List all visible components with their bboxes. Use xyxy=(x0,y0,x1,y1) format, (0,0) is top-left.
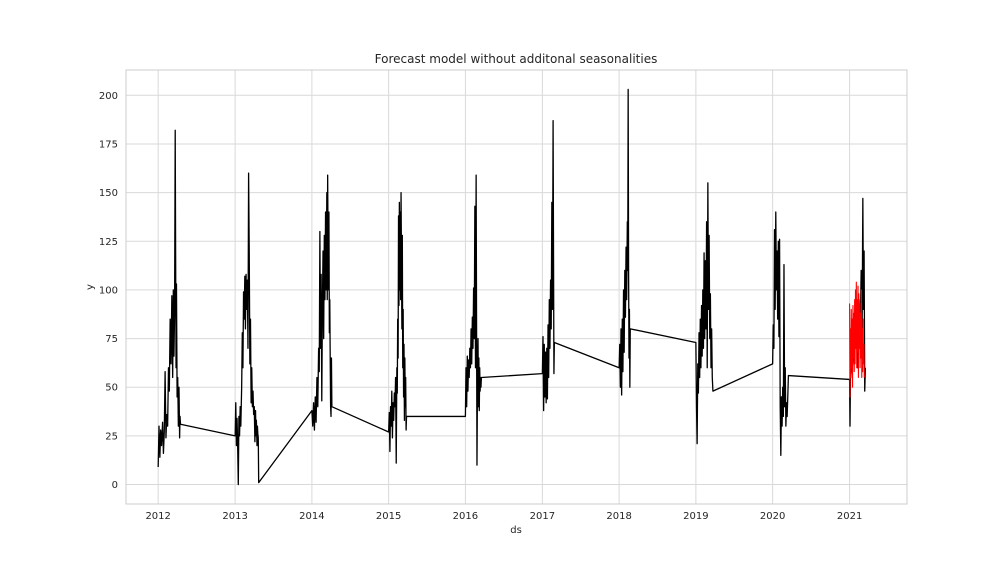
series-line-forecast xyxy=(849,281,865,398)
y-axis-label: y xyxy=(85,284,96,290)
x-axis-ticks: 2012 2013 2014 2015 2016 2017 2018 2019 2020 2021 xyxy=(145,511,862,522)
y-tick-label: 100 xyxy=(99,285,118,296)
x-tick-label: 2019 xyxy=(683,511,708,522)
x-tick-label: 2020 xyxy=(760,511,785,522)
y-tick-label: 200 xyxy=(99,91,118,102)
grid xyxy=(126,70,907,504)
x-axis-label: ds xyxy=(510,525,522,536)
x-tick-label: 2016 xyxy=(453,511,478,522)
y-tick-label: 125 xyxy=(99,237,118,248)
series-layer xyxy=(157,88,867,486)
y-tick-label: 75 xyxy=(105,334,118,345)
y-tick-label: 0 xyxy=(112,480,118,491)
series-line-history xyxy=(157,88,867,486)
x-tick-label: 2013 xyxy=(222,511,247,522)
x-tick-label: 2021 xyxy=(837,511,862,522)
y-axis-ticks: 0 25 50 75 100 125 150 175 200 xyxy=(99,91,118,491)
chart-title: Forecast model without additonal seasona… xyxy=(375,52,658,66)
x-tick-label: 2012 xyxy=(145,511,170,522)
x-tick-label: 2014 xyxy=(299,511,324,522)
x-tick-label: 2017 xyxy=(530,511,555,522)
plot-area-frame xyxy=(125,69,908,505)
y-tick-label: 150 xyxy=(99,188,118,199)
x-tick-label: 2015 xyxy=(376,511,401,522)
x-tick-label: 2018 xyxy=(606,511,631,522)
y-tick-label: 50 xyxy=(105,383,118,394)
y-tick-label: 25 xyxy=(105,431,118,442)
y-tick-label: 175 xyxy=(99,139,118,150)
